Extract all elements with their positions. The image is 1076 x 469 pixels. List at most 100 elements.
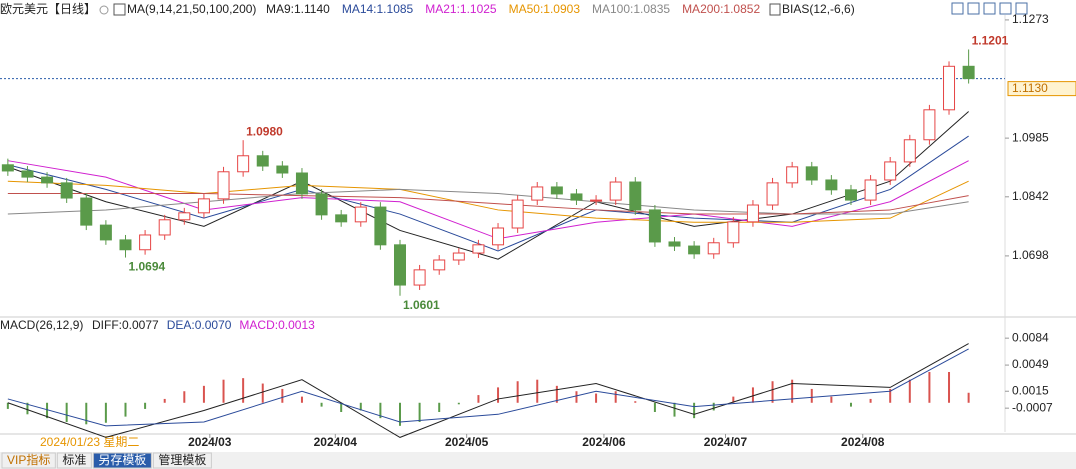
candle-body — [648, 209, 661, 243]
candle-body — [472, 244, 485, 254]
line — [7, 343, 969, 438]
x-tick-label: 2024/03 — [188, 435, 232, 449]
y-tick-label: 1.0842 — [1012, 189, 1049, 203]
legend-entry: MA21:1.1025 — [425, 2, 497, 16]
toolbar-button[interactable] — [951, 2, 964, 15]
candle-body — [1, 164, 14, 172]
candle-body — [413, 269, 426, 286]
toolbar-button[interactable] — [967, 2, 980, 15]
indicator-icon[interactable] — [769, 3, 781, 16]
tab[interactable] — [152, 452, 212, 469]
y-tick-label: 1.0985 — [1012, 130, 1049, 144]
tab[interactable] — [92, 452, 152, 469]
y-tick-label: 1.1273 — [1012, 12, 1049, 26]
candle-body — [844, 189, 857, 201]
line — [7, 193, 969, 215]
x-tick-label: 2024/05 — [445, 435, 489, 449]
candle-body — [119, 239, 132, 251]
candle-body — [99, 224, 112, 241]
tab-label[interactable]: VIP指标 — [7, 452, 50, 467]
price-annotation: 1.1201 — [972, 34, 1009, 48]
candle-body — [864, 179, 877, 201]
tab-label[interactable]: 管理模板 — [158, 452, 206, 467]
candle-body — [197, 198, 210, 214]
candle-body — [903, 139, 916, 163]
candle-body — [707, 242, 720, 255]
candle-body — [178, 212, 191, 221]
toolbar-button[interactable] — [983, 2, 996, 15]
candle-body — [943, 65, 956, 111]
bias-title: BIAS(12,-6,6) — [782, 2, 855, 16]
toolbar-button[interactable] — [1015, 2, 1028, 15]
candle-body — [394, 244, 406, 286]
legend: DIFF:0.0077 DEA:0.0070 MACD:0.0013 — [92, 318, 315, 332]
candle-body — [335, 214, 348, 223]
candle-body — [805, 166, 818, 181]
candle-body — [41, 176, 54, 184]
candle-body — [433, 259, 446, 271]
x-tick-label: 2024/06 — [582, 435, 626, 449]
candle-body — [609, 181, 622, 201]
tab-label[interactable]: 标准 — [62, 453, 86, 467]
candle-body — [80, 197, 93, 226]
toolbar-icons — [951, 2, 1028, 15]
line — [7, 188, 969, 215]
candle-body — [884, 161, 897, 181]
candle-body — [570, 193, 583, 201]
legend-entry: MACD:0.0013 — [239, 318, 315, 332]
candle-body — [315, 193, 328, 216]
candle-body — [139, 234, 152, 251]
y-tick-label: 0.0015 — [1012, 383, 1049, 397]
indicator-icon[interactable] — [113, 3, 126, 16]
tab[interactable] — [1, 452, 56, 469]
legend-entry: MA200:1.0852 — [682, 2, 760, 16]
tab[interactable] — [56, 452, 92, 469]
settings-icon[interactable] — [99, 5, 109, 15]
last-price-label: 1.1130 — [1012, 81, 1048, 95]
candle-body — [492, 227, 505, 246]
candle-body — [590, 199, 603, 202]
tab-label[interactable]: 另存模板 — [98, 453, 146, 467]
line — [7, 180, 969, 223]
line — [7, 135, 969, 252]
candle-body — [60, 182, 73, 199]
x-tick-label: 2024/07 — [704, 435, 748, 449]
price-annotation: 1.0980 — [246, 124, 283, 138]
candle-body — [727, 221, 740, 244]
line — [7, 111, 969, 260]
y-tick-label: 1.0698 — [1012, 248, 1049, 262]
candle-body — [511, 199, 524, 229]
candle-body — [276, 165, 289, 174]
candle-body — [550, 186, 563, 195]
symbol-title: 欧元美元【日线】 — [0, 2, 96, 16]
candle-body — [217, 171, 230, 200]
x-tick-label: 2024/04 — [314, 435, 358, 449]
candle-body — [668, 241, 681, 247]
legend-entry: DEA:0.0070 — [167, 318, 232, 332]
candle-body — [786, 166, 799, 184]
tabs: VIP指标 标准 另存模板 管理模板 — [1, 452, 212, 469]
x-tick-label: 2024/08 — [841, 435, 885, 449]
candle-body — [295, 172, 308, 195]
tab-bar — [0, 452, 1076, 469]
price-annotation: 1.0694 — [128, 260, 165, 274]
candle-body — [21, 170, 34, 178]
candle-body — [688, 245, 701, 255]
legend-entry: DIFF:0.0077 — [92, 318, 159, 332]
ma-title: MA(9,14,21,50,100,200) — [127, 2, 256, 16]
last-price-box — [1007, 81, 1076, 97]
price-annotation: 1.0601 — [403, 298, 440, 312]
cursor-date: 2024/01/23 星期二 — [40, 435, 139, 449]
candle-body — [452, 252, 465, 261]
candle-body — [158, 219, 171, 236]
legend-entry: MA50:1.0903 — [509, 2, 581, 16]
candle-body — [746, 204, 759, 223]
y-tick-label: -0.0007 — [1012, 400, 1053, 414]
candle-body — [825, 179, 838, 191]
y-tick-label: 0.0049 — [1012, 357, 1049, 371]
legend-entry: MA14:1.1085 — [342, 2, 414, 16]
macd-title: MACD(26,12,9) — [0, 318, 83, 332]
line — [7, 348, 969, 427]
toolbar-button[interactable] — [999, 2, 1012, 15]
legend-entry: MA100:1.0835 — [592, 2, 670, 16]
